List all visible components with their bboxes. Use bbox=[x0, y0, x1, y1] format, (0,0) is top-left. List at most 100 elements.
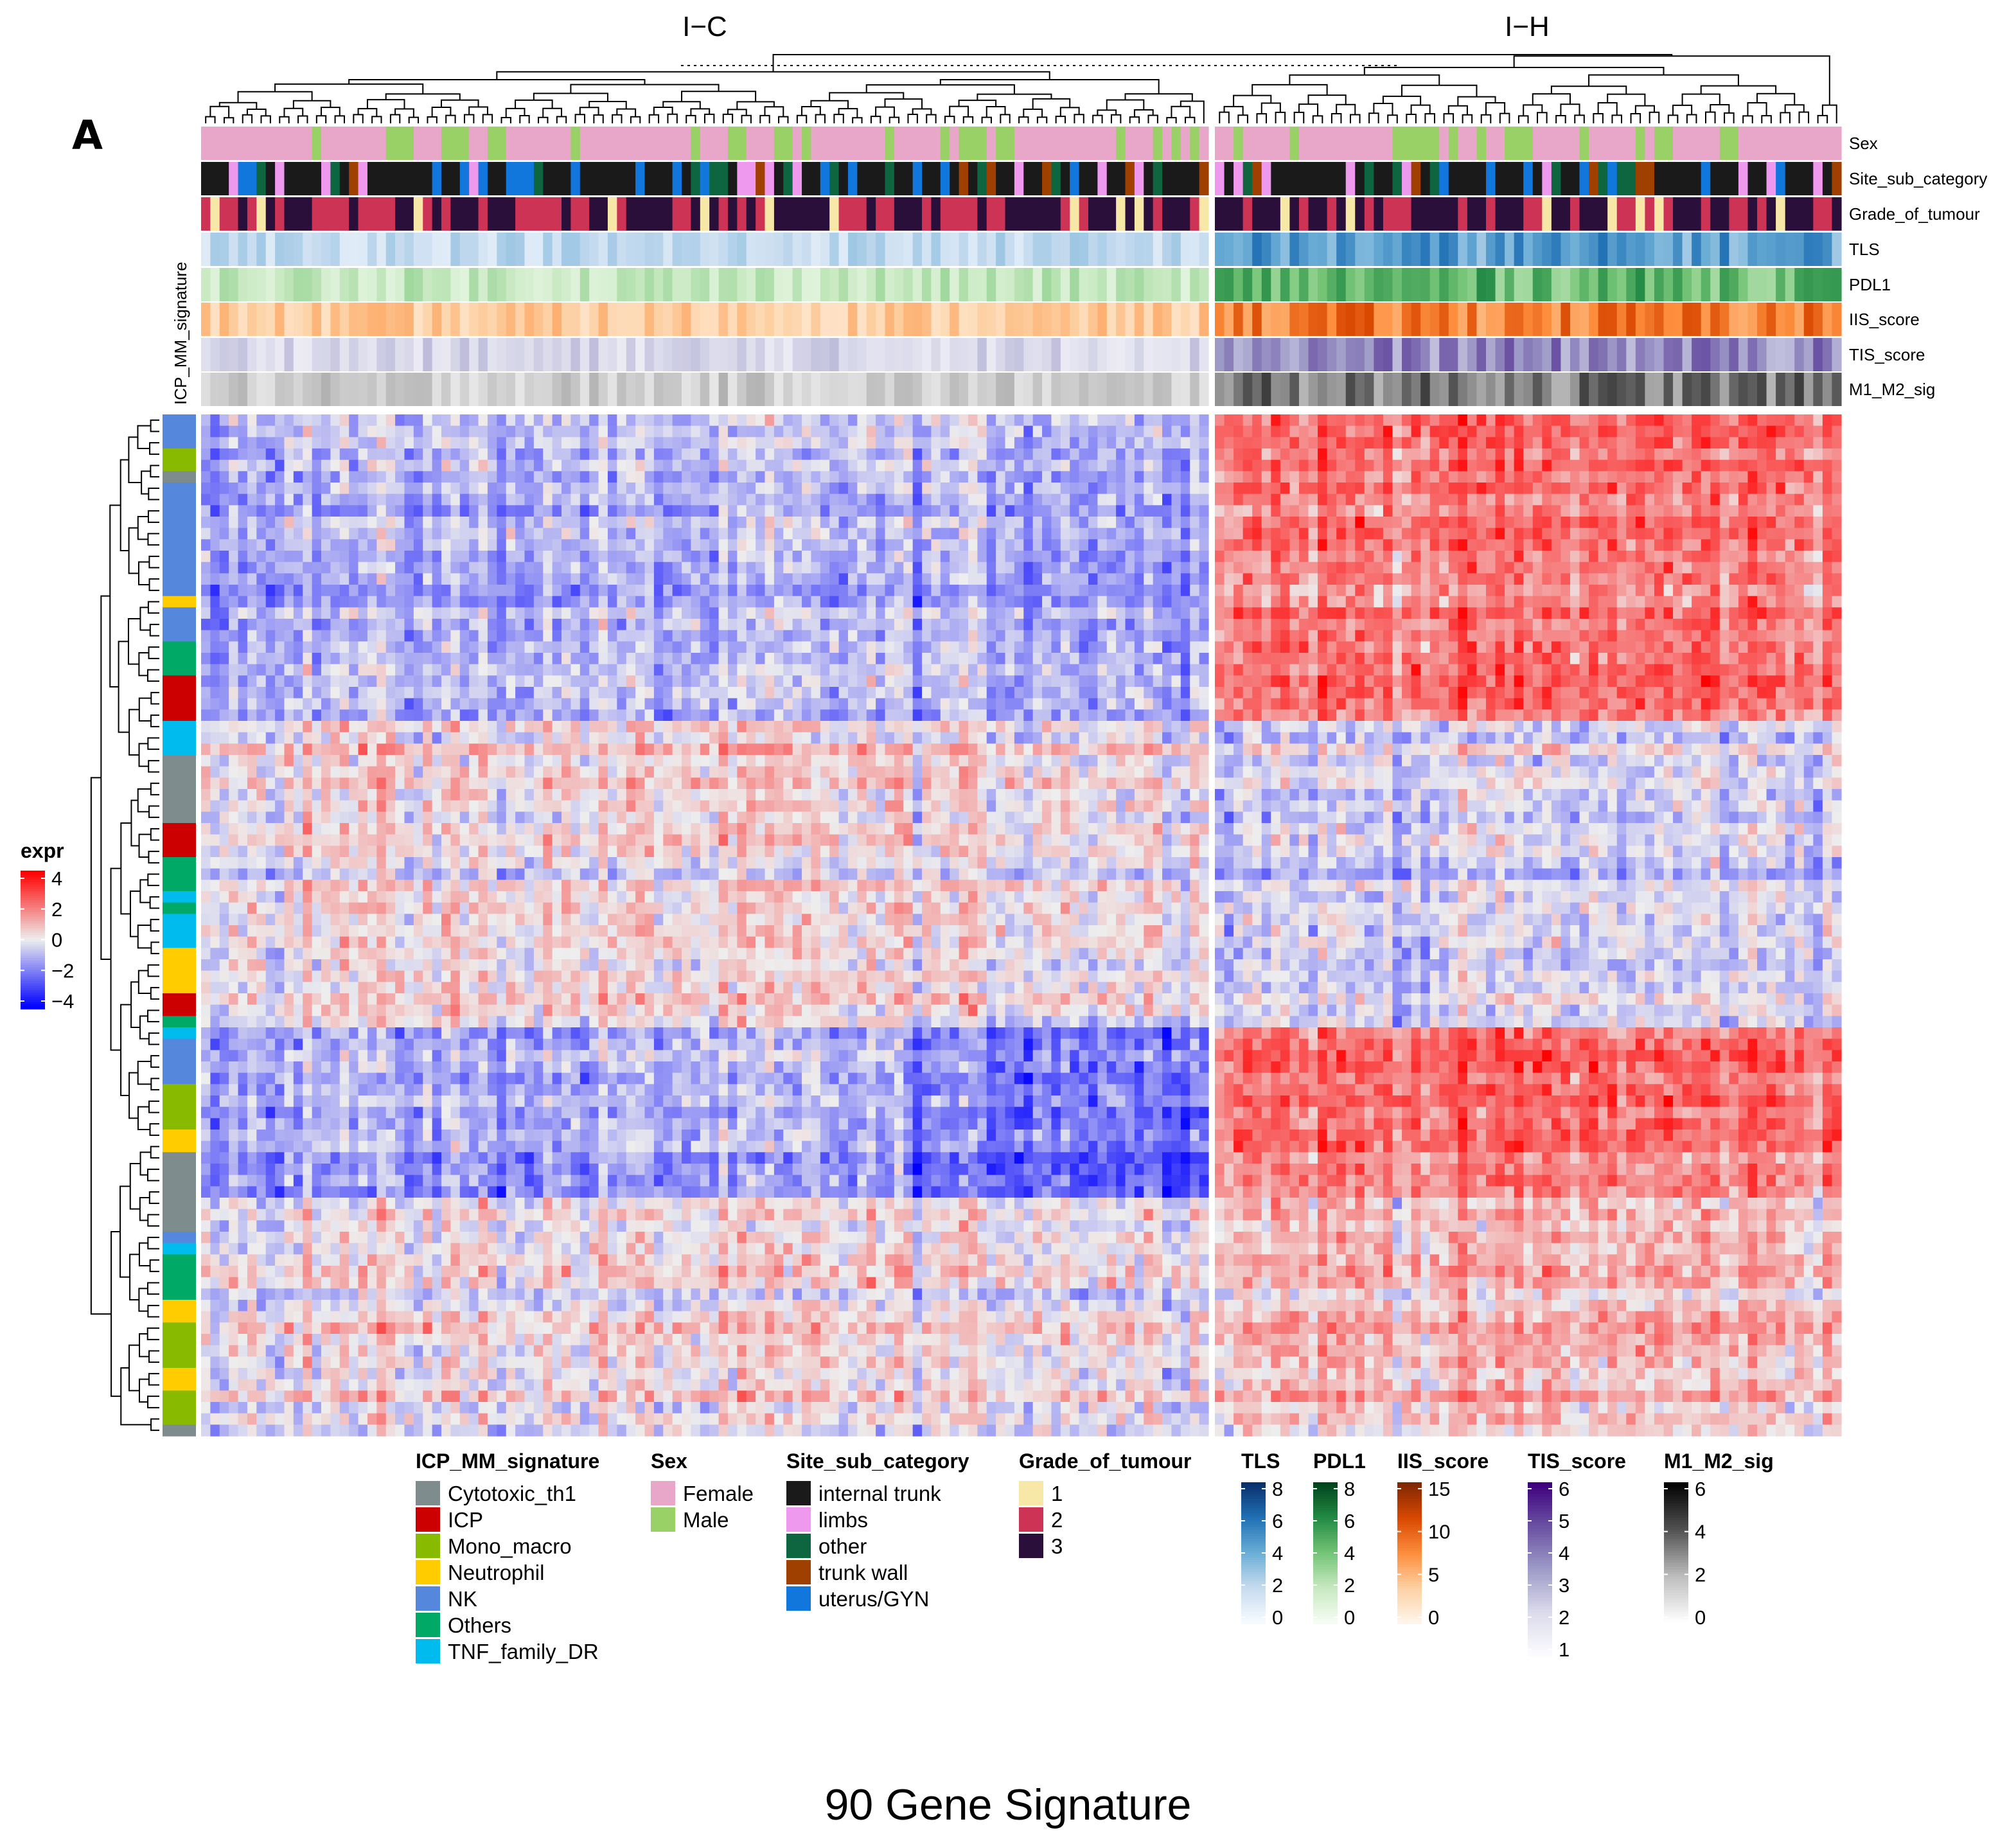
m1-annotation-cell bbox=[450, 373, 461, 406]
heat-cell bbox=[413, 551, 423, 563]
sex-annotation-cell bbox=[682, 127, 692, 160]
m1-annotation-cell bbox=[312, 373, 322, 406]
heat-cell bbox=[413, 596, 423, 608]
heat-cell bbox=[524, 607, 535, 619]
heat-cell bbox=[1261, 493, 1271, 506]
heat-cell bbox=[1355, 437, 1365, 449]
heat-cell bbox=[1514, 517, 1524, 529]
heat-cell bbox=[866, 607, 876, 619]
heat-cell bbox=[765, 527, 775, 540]
heat-cell bbox=[996, 425, 1006, 438]
heat-cell bbox=[1458, 493, 1468, 506]
sex-annotation-cell bbox=[1439, 127, 1449, 160]
heat-cell bbox=[682, 448, 692, 461]
m1-annotation-cell bbox=[682, 373, 692, 406]
iis-annotation-cell bbox=[1162, 303, 1172, 336]
tls-annotation-cell bbox=[1106, 233, 1117, 266]
heat-cell bbox=[247, 517, 257, 529]
heat-cell bbox=[968, 551, 978, 563]
pdl1-annotation-cell bbox=[977, 268, 987, 301]
heat-cell bbox=[1336, 573, 1347, 585]
heat-cell bbox=[1561, 562, 1571, 574]
heat-cell bbox=[1495, 471, 1505, 483]
m1-annotation-cell bbox=[986, 373, 996, 406]
heat-cell bbox=[903, 585, 914, 597]
heat-cell bbox=[1467, 527, 1478, 540]
heat-cell bbox=[1199, 596, 1209, 608]
heat-cell bbox=[1125, 596, 1135, 608]
heat-cell bbox=[441, 517, 452, 529]
heat-cell bbox=[950, 414, 960, 427]
pdl1-annotation-cell bbox=[487, 268, 497, 301]
pdl1-annotation-cell bbox=[1747, 268, 1758, 301]
dendro-branch bbox=[1681, 93, 1720, 105]
tis-annotation-cell bbox=[1673, 338, 1683, 371]
heat-cell bbox=[552, 573, 562, 585]
heat-cell bbox=[1635, 573, 1645, 585]
annotation-label-tls: TLS bbox=[1849, 240, 1880, 259]
site-annotation-cell bbox=[413, 162, 423, 195]
tis-annotation-cell bbox=[210, 338, 220, 371]
heat-cell bbox=[561, 414, 572, 427]
heat-cell bbox=[1766, 539, 1776, 551]
heat-cell bbox=[1673, 539, 1683, 551]
heat-cell bbox=[1215, 562, 1225, 574]
pdl1-annotation-cell bbox=[1701, 268, 1711, 301]
heat-cell bbox=[533, 562, 544, 574]
iis-annotation-cell bbox=[1190, 303, 1200, 336]
heat-cell bbox=[1654, 471, 1665, 483]
dendro-branch bbox=[1129, 116, 1140, 123]
grade-annotation-cell bbox=[1355, 197, 1365, 231]
heat-cell bbox=[876, 505, 886, 517]
heat-cell bbox=[404, 596, 414, 608]
heat-cell bbox=[497, 585, 507, 597]
heat-cell bbox=[838, 483, 849, 495]
grade-annotation-cell bbox=[1051, 197, 1061, 231]
heat-cell bbox=[478, 425, 488, 438]
tls-annotation-cell bbox=[1014, 233, 1024, 266]
heat-cell bbox=[1190, 505, 1200, 517]
heat-cell bbox=[1261, 596, 1271, 608]
heat-cell bbox=[478, 551, 488, 563]
heat-cell bbox=[432, 619, 442, 631]
heat-cell bbox=[765, 437, 775, 449]
heat-cell bbox=[459, 483, 470, 495]
pdl1-annotation-cell bbox=[1429, 268, 1440, 301]
heat-cell bbox=[589, 414, 599, 427]
heat-cell bbox=[996, 493, 1006, 506]
heat-cell bbox=[746, 425, 756, 438]
heat-cell bbox=[1005, 505, 1015, 517]
heat-cell bbox=[293, 551, 303, 563]
heat-cell bbox=[201, 483, 211, 495]
pdl1-annotation-cell bbox=[1134, 268, 1144, 301]
tis-annotation-cell bbox=[1448, 338, 1458, 371]
site-annotation-cell bbox=[1383, 162, 1393, 195]
heat-cell bbox=[1224, 596, 1234, 608]
heat-cell bbox=[959, 573, 969, 585]
heat-cell bbox=[1439, 471, 1449, 483]
heat-cell bbox=[1505, 585, 1515, 597]
heat-cell bbox=[1162, 596, 1172, 608]
heat-cell bbox=[829, 527, 840, 540]
heat-cell bbox=[1813, 539, 1823, 551]
m1-annotation-cell bbox=[1374, 373, 1384, 406]
heat-cell bbox=[1645, 573, 1655, 585]
heat-cell bbox=[709, 539, 720, 551]
heat-cell bbox=[1364, 493, 1374, 506]
heat-cell bbox=[1411, 483, 1421, 495]
heat-cell bbox=[1199, 527, 1209, 540]
dendro-branch bbox=[1817, 114, 1828, 123]
heat-cell bbox=[312, 517, 322, 529]
heat-cell bbox=[1402, 483, 1412, 495]
heat-cell bbox=[1429, 505, 1440, 517]
heat-cell bbox=[265, 493, 276, 506]
heat-cell bbox=[977, 448, 987, 461]
tis-annotation-cell bbox=[385, 338, 396, 371]
heat-cell bbox=[312, 437, 322, 449]
heat-cell bbox=[1569, 483, 1580, 495]
heat-cell bbox=[339, 596, 349, 608]
heat-cell bbox=[1199, 505, 1209, 517]
heat-cell bbox=[653, 585, 664, 597]
heat-cell bbox=[1710, 596, 1720, 608]
heat-cell bbox=[1747, 437, 1758, 449]
